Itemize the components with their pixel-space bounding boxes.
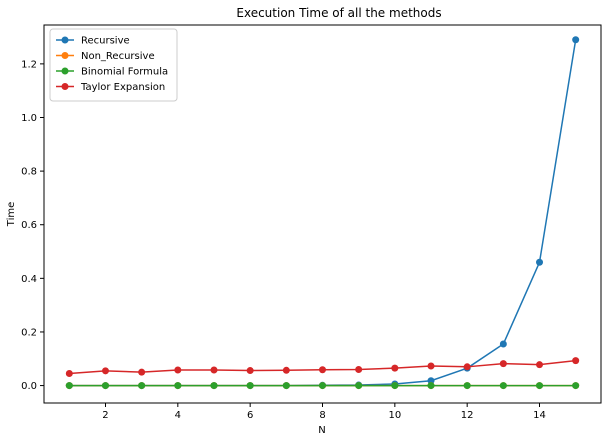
data-point-taylor-expansion [499, 360, 507, 368]
data-point-taylor-expansion [246, 367, 254, 375]
data-point-binomial-formula [499, 382, 507, 390]
data-point-binomial-formula [427, 382, 435, 390]
data-point-recursive [536, 258, 544, 266]
legend-swatch-marker [61, 83, 69, 90]
data-point-recursive [427, 377, 435, 385]
data-point-taylor-expansion [65, 370, 73, 378]
data-point-recursive [499, 340, 507, 348]
legend-swatch-marker [61, 52, 69, 59]
data-point-taylor-expansion [427, 362, 435, 370]
y-tick-label: 1.0 [21, 113, 37, 124]
data-point-taylor-expansion [319, 366, 326, 374]
legend-entry: Recursive [56, 36, 130, 47]
data-point-binomial-formula [572, 382, 580, 390]
y-tick-label: 0.2 [21, 327, 37, 338]
data-point-binomial-formula [65, 382, 73, 390]
data-point-binomial-formula [355, 382, 363, 390]
x-tick-label: 2 [102, 410, 108, 421]
data-point-taylor-expansion [282, 366, 290, 374]
data-point-taylor-expansion [572, 357, 580, 365]
legend-entry: Binomial Formula [56, 67, 168, 78]
legend-label: Non_Recursive [81, 51, 155, 62]
data-point-binomial-formula [391, 382, 399, 390]
legend-box [49, 28, 178, 102]
data-point-taylor-expansion [463, 363, 471, 371]
x-axis-label: N [318, 425, 325, 436]
data-point-binomial-formula [138, 382, 146, 390]
x-tick-label: 8 [319, 410, 325, 421]
x-tick-label: 12 [461, 410, 474, 421]
data-point-binomial-formula [246, 382, 254, 390]
y-tick-label: 0.6 [21, 220, 37, 231]
data-point-binomial-formula [463, 382, 471, 390]
y-tick-label: 0.4 [21, 274, 37, 285]
data-point-binomial-formula [101, 382, 109, 390]
data-point-binomial-formula [319, 382, 326, 390]
x-tick-label: 6 [247, 410, 253, 421]
legend-swatch-marker [61, 67, 69, 75]
chart-title: Execution Time of all the methods [236, 6, 441, 20]
data-point-taylor-expansion [355, 365, 363, 373]
y-tick-label: 0.0 [21, 381, 37, 392]
series-taylor-expansion [65, 357, 580, 378]
x-tick-label: 10 [388, 410, 401, 421]
x-tick-label: 14 [533, 410, 546, 421]
legend-label: Recursive [81, 36, 130, 47]
data-point-binomial-formula [536, 382, 544, 390]
legend-label: Taylor Expansion [80, 82, 165, 93]
legend-entry: Taylor Expansion [56, 82, 165, 93]
data-point-taylor-expansion [174, 366, 182, 374]
data-point-taylor-expansion [536, 361, 544, 369]
data-point-taylor-expansion [101, 367, 109, 375]
data-point-recursive [572, 36, 580, 44]
y-tick-label: 0.8 [21, 167, 37, 178]
y-axis-label: Time [6, 202, 17, 227]
data-point-binomial-formula [282, 382, 290, 390]
data-point-taylor-expansion [210, 366, 218, 374]
y-axis-ticks: 0.0 0.2 0.4 0.6 0.8 1.0 1.2 [21, 59, 44, 392]
y-tick-label: 1.2 [21, 59, 37, 70]
data-point-taylor-expansion [391, 364, 399, 372]
data-point-taylor-expansion [138, 368, 146, 376]
legend-label: Binomial Formula [81, 67, 168, 78]
series-binomial-formula [65, 382, 580, 390]
data-point-binomial-formula [174, 382, 182, 390]
legend-entry: Non_Recursive [56, 51, 155, 62]
legend: Recursive Non_Recursive Binomial Formula Ta… [49, 28, 178, 102]
data-point-binomial-formula [210, 382, 218, 390]
legend-swatch-marker [61, 36, 69, 44]
x-axis-ticks: 2 4 6 8 10 12 14 [102, 403, 546, 421]
x-tick-label: 4 [175, 410, 181, 421]
series-layer [65, 36, 580, 390]
